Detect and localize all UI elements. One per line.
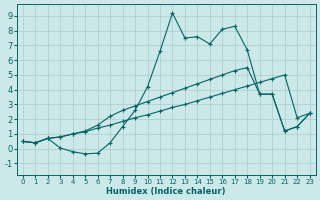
X-axis label: Humidex (Indice chaleur): Humidex (Indice chaleur) (107, 187, 226, 196)
